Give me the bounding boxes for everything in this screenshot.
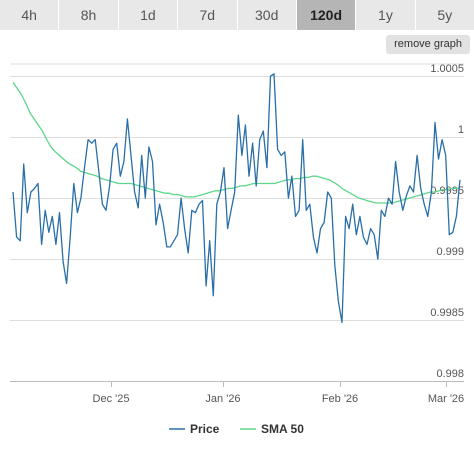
tab-1y[interactable]: 1y <box>356 0 416 30</box>
tab-8h[interactable]: 8h <box>59 0 119 30</box>
tab-5y[interactable]: 5y <box>437 7 453 23</box>
legend-label-price[interactable]: Price <box>190 422 220 436</box>
legend: Price SMA 50 <box>169 422 304 436</box>
sma-50-line <box>12 81 460 204</box>
y-tick-label: 0.9985 <box>430 307 464 319</box>
x-tick-label: Feb '26 <box>322 393 358 405</box>
tab-120d[interactable]: 120d <box>296 0 357 30</box>
x-tick-label: Dec '25 <box>93 393 130 405</box>
y-tick-label: 1 <box>458 124 464 136</box>
series-lines <box>12 73 461 324</box>
x-tick-label: Jan '26 <box>205 393 240 405</box>
tab-4h[interactable]: 4h <box>0 0 60 30</box>
x-axis-ticks: Dec '25 Jan '26 Feb '26 Mar '26 <box>93 381 464 405</box>
x-tick-label: Mar '26 <box>428 393 464 405</box>
tab-30d[interactable]: 30d <box>238 0 297 30</box>
gridlines <box>10 63 464 382</box>
legend-label-sma[interactable]: SMA 50 <box>261 422 304 436</box>
tab-7d[interactable]: 7d <box>178 0 238 30</box>
tab-1d[interactable]: 1d <box>119 0 179 30</box>
remove-graph-button[interactable]: remove graph <box>386 35 470 54</box>
y-tick-label: 1.0005 <box>430 63 464 75</box>
price-line <box>12 73 461 324</box>
y-tick-label: 0.998 <box>436 368 464 380</box>
time-range-tabs: 4h 8h 1d 7d 30d 120d 1y 5y <box>0 0 474 30</box>
y-tick-label: 0.999 <box>436 246 464 258</box>
